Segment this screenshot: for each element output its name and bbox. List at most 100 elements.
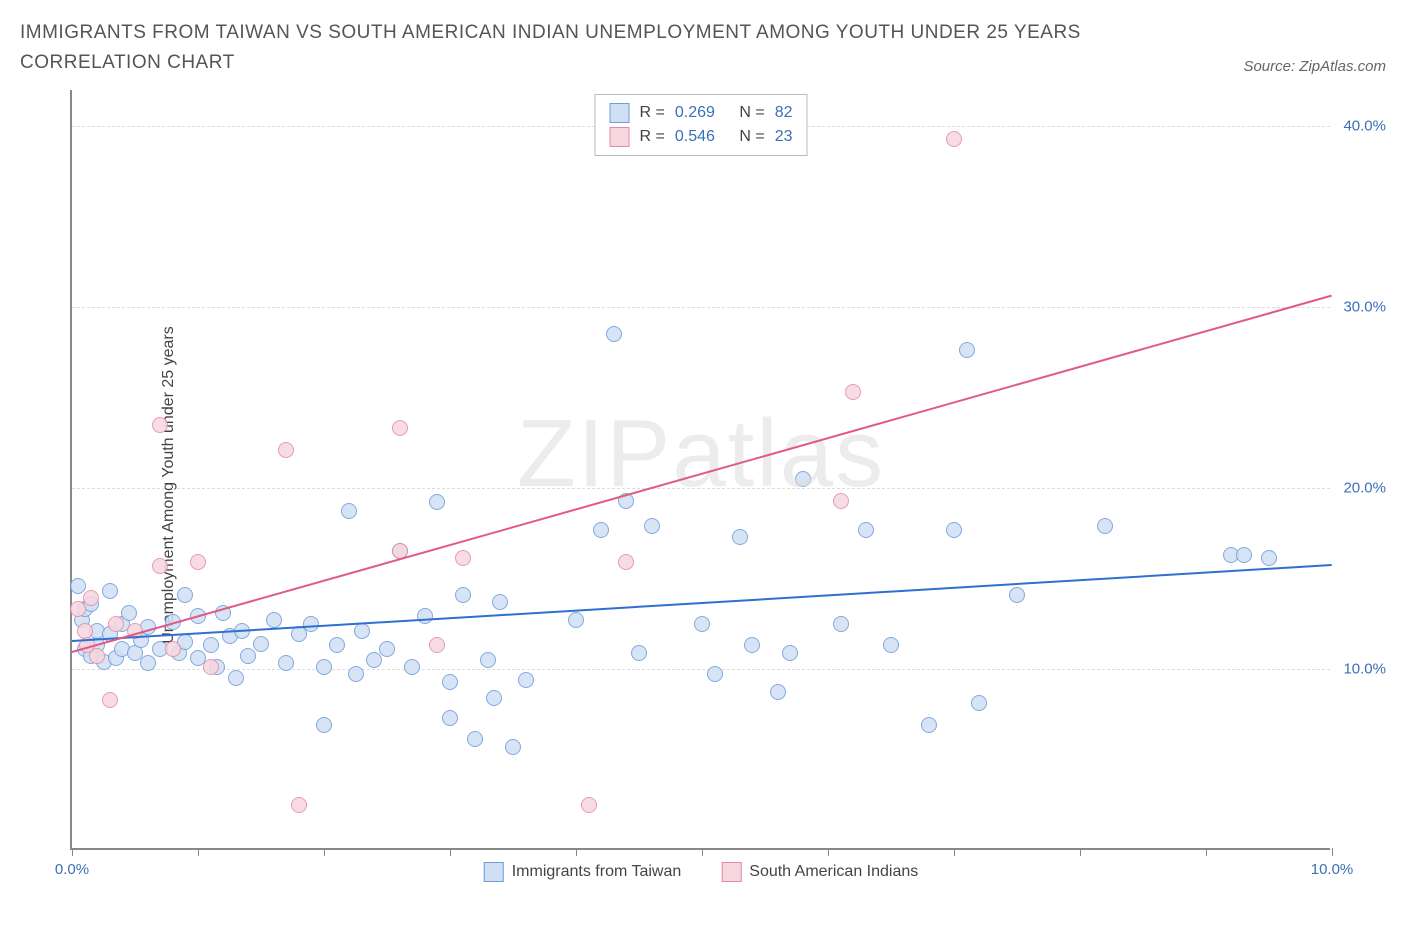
legend-stats-row-1: R = 0.269 N = 82 [610, 101, 793, 125]
data-point-sai [845, 384, 861, 400]
data-point-taiwan [518, 672, 534, 688]
data-point-taiwan [858, 522, 874, 538]
y-tick-label: 40.0% [1343, 118, 1386, 135]
data-point-taiwan [480, 652, 496, 668]
data-point-taiwan [492, 594, 508, 610]
data-point-sai [946, 131, 962, 147]
x-tick-label: 0.0% [55, 861, 89, 878]
x-tick [954, 848, 955, 856]
data-point-sai [291, 797, 307, 813]
data-point-taiwan [329, 637, 345, 653]
data-point-taiwan [303, 616, 319, 632]
data-point-sai [278, 442, 294, 458]
data-point-taiwan [833, 616, 849, 632]
data-point-sai [833, 493, 849, 509]
data-point-taiwan [442, 710, 458, 726]
gridline [72, 669, 1330, 670]
data-point-taiwan [921, 717, 937, 733]
data-point-taiwan [971, 695, 987, 711]
x-tick [324, 848, 325, 856]
data-point-sai [392, 420, 408, 436]
data-point-taiwan [455, 587, 471, 603]
data-point-taiwan [959, 342, 975, 358]
x-tick [702, 848, 703, 856]
x-tick [450, 848, 451, 856]
gridline [72, 488, 1330, 489]
swatch-icon [721, 862, 741, 882]
data-point-sai [581, 797, 597, 813]
data-point-taiwan [442, 674, 458, 690]
data-point-sai [190, 554, 206, 570]
data-point-taiwan [593, 522, 609, 538]
chart-title: IMMIGRANTS FROM TAIWAN VS SOUTH AMERICAN… [20, 18, 1120, 79]
data-point-taiwan [316, 659, 332, 675]
data-point-taiwan [1009, 587, 1025, 603]
source-label: Source: ZipAtlas.com [1243, 58, 1386, 79]
swatch-series-1 [610, 103, 630, 123]
data-point-taiwan [770, 684, 786, 700]
data-point-taiwan [404, 659, 420, 675]
trend-line-sai [72, 294, 1333, 652]
data-point-taiwan [486, 690, 502, 706]
swatch-series-2 [610, 127, 630, 147]
data-point-taiwan [883, 637, 899, 653]
data-point-taiwan [1236, 547, 1252, 563]
data-point-taiwan [795, 471, 811, 487]
data-point-taiwan [782, 645, 798, 661]
y-tick-label: 30.0% [1343, 299, 1386, 316]
legend-item-1: Immigrants from Taiwan [484, 862, 682, 882]
data-point-taiwan [278, 655, 294, 671]
data-point-taiwan [694, 616, 710, 632]
data-point-taiwan [379, 641, 395, 657]
y-tick-label: 10.0% [1343, 661, 1386, 678]
data-point-taiwan [240, 648, 256, 664]
data-point-taiwan [140, 655, 156, 671]
x-tick [1080, 848, 1081, 856]
legend-item-2: South American Indians [721, 862, 918, 882]
data-point-taiwan [266, 612, 282, 628]
data-point-sai [455, 550, 471, 566]
data-point-sai [203, 659, 219, 675]
data-point-taiwan [505, 739, 521, 755]
watermark: ZIPatlas [517, 399, 885, 509]
chart-header: IMMIGRANTS FROM TAIWAN VS SOUTH AMERICAN… [0, 0, 1406, 87]
data-point-taiwan [568, 612, 584, 628]
data-point-taiwan [467, 731, 483, 747]
x-tick [1332, 848, 1333, 856]
data-point-taiwan [228, 670, 244, 686]
data-point-taiwan [354, 623, 370, 639]
data-point-taiwan [1097, 518, 1113, 534]
data-point-sai [152, 558, 168, 574]
swatch-icon [484, 862, 504, 882]
data-point-sai [618, 554, 634, 570]
plot-region: ZIPatlas R = 0.269 N = 82 R = 0.546 N = … [70, 90, 1330, 850]
data-point-taiwan [1261, 550, 1277, 566]
legend-stats-row-2: R = 0.546 N = 23 [610, 125, 793, 149]
data-point-taiwan [102, 583, 118, 599]
data-point-sai [83, 590, 99, 606]
x-tick [828, 848, 829, 856]
data-point-taiwan [417, 608, 433, 624]
x-tick [72, 848, 73, 856]
data-point-sai [77, 623, 93, 639]
data-point-sai [429, 637, 445, 653]
data-point-taiwan [253, 636, 269, 652]
data-point-taiwan [316, 717, 332, 733]
data-point-taiwan [70, 578, 86, 594]
x-tick [1206, 848, 1207, 856]
data-point-sai [165, 641, 181, 657]
chart-area: Unemployment Among Youth under 25 years … [20, 90, 1386, 880]
data-point-taiwan [121, 605, 137, 621]
x-tick [198, 848, 199, 856]
data-point-sai [152, 417, 168, 433]
data-point-taiwan [946, 522, 962, 538]
data-point-sai [102, 692, 118, 708]
data-point-taiwan [429, 494, 445, 510]
x-tick [576, 848, 577, 856]
data-point-taiwan [644, 518, 660, 534]
data-point-taiwan [606, 326, 622, 342]
legend-stats: R = 0.269 N = 82 R = 0.546 N = 23 [595, 94, 808, 156]
data-point-taiwan [631, 645, 647, 661]
data-point-taiwan [177, 587, 193, 603]
data-point-taiwan [732, 529, 748, 545]
